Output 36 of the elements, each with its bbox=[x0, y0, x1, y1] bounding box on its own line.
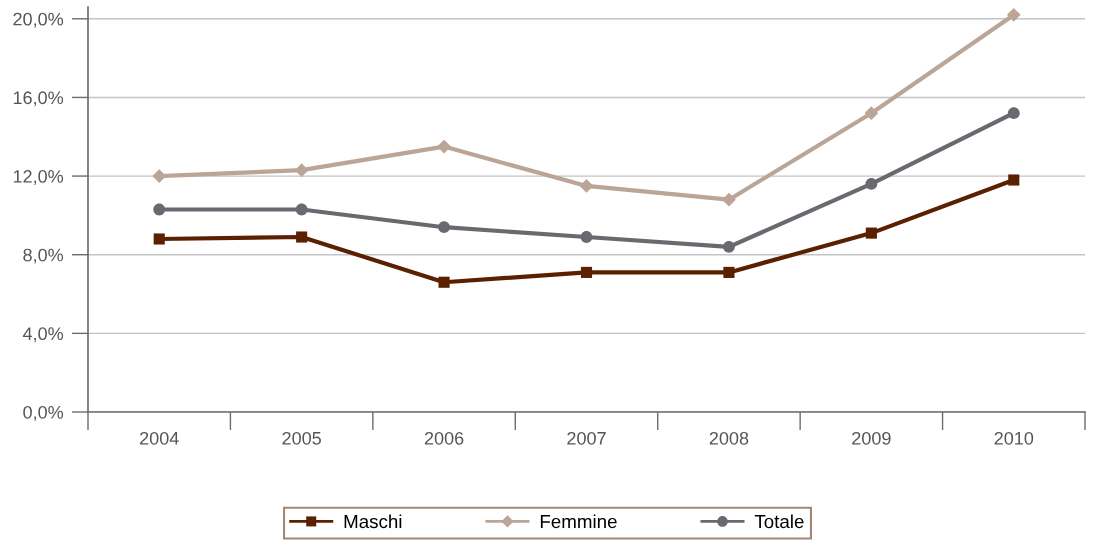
x-tick-label: 2006 bbox=[424, 431, 464, 445]
legend-label: Maschi bbox=[344, 514, 402, 529]
x-tick-label: 2009 bbox=[852, 431, 891, 445]
x-tick-label: 2005 bbox=[282, 431, 321, 445]
x-tick-label: 2008 bbox=[709, 431, 749, 445]
point bbox=[579, 179, 594, 193]
y-tick-label: 8,0% bbox=[23, 248, 64, 264]
point bbox=[295, 203, 308, 216]
point bbox=[296, 231, 308, 243]
x-tick-label: 2010 bbox=[994, 431, 1034, 445]
x-tick-label: 2004 bbox=[140, 431, 179, 445]
point bbox=[722, 192, 736, 207]
point bbox=[438, 276, 450, 288]
y-tick-label: 0,0% bbox=[23, 405, 64, 421]
point bbox=[723, 240, 735, 253]
y-tick-label: 12,0% bbox=[13, 170, 64, 185]
point bbox=[153, 203, 166, 216]
point bbox=[865, 227, 877, 239]
point bbox=[294, 163, 309, 178]
point bbox=[864, 106, 879, 121]
y-tick-label: 16,0% bbox=[13, 91, 64, 107]
point bbox=[153, 233, 165, 245]
point bbox=[1008, 174, 1020, 186]
x-tick-label: 2007 bbox=[567, 431, 606, 445]
y-tick-label: 4,0% bbox=[22, 327, 64, 343]
y-tick-label: 20,0% bbox=[13, 12, 64, 28]
point bbox=[723, 266, 735, 278]
point bbox=[865, 178, 878, 190]
point bbox=[580, 266, 593, 278]
point bbox=[437, 139, 451, 154]
point bbox=[438, 221, 450, 234]
legend-label: Totale bbox=[754, 514, 804, 529]
point bbox=[1006, 7, 1021, 22]
point bbox=[580, 231, 593, 243]
legend-label: Femmine bbox=[540, 514, 617, 529]
point bbox=[1007, 107, 1020, 120]
